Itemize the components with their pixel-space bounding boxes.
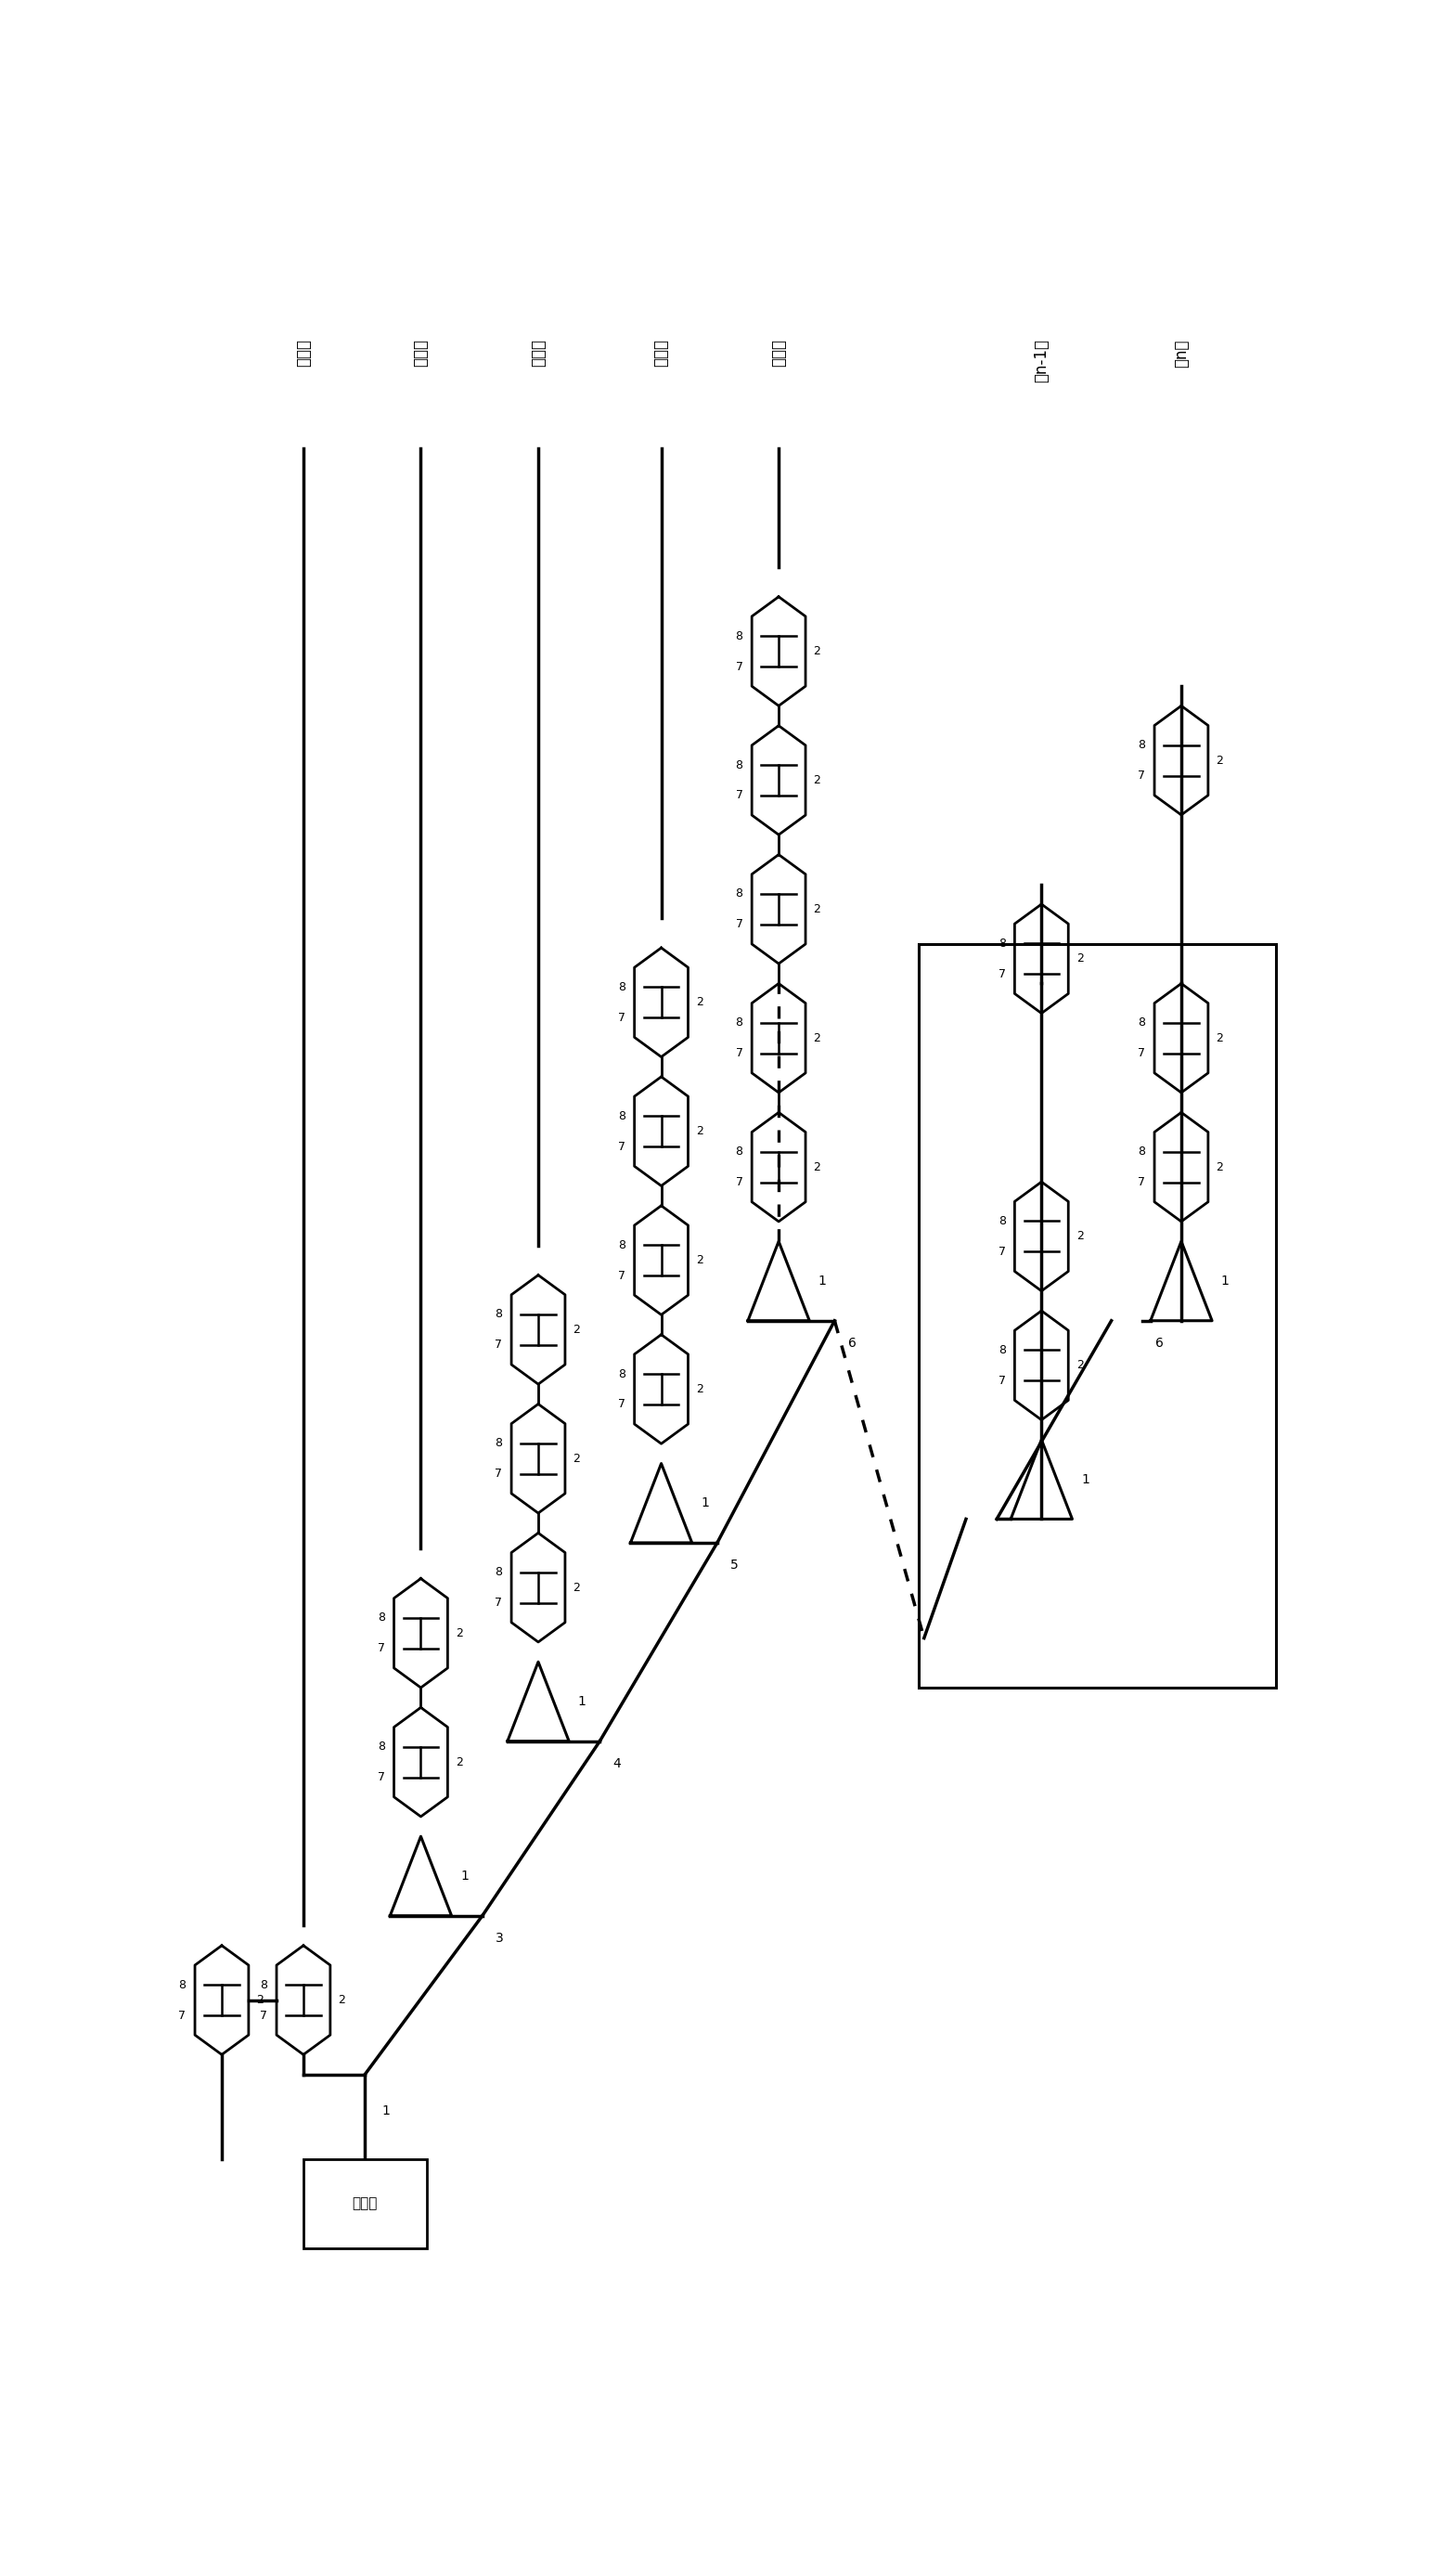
Text: 8: 8 <box>260 1978 267 1991</box>
Text: 7: 7 <box>999 1247 1006 1257</box>
Text: 7: 7 <box>999 1376 1006 1386</box>
Text: 8: 8 <box>495 1309 502 1321</box>
Text: 2: 2 <box>1216 1033 1224 1043</box>
Text: 第四位: 第四位 <box>652 340 670 366</box>
Text: 8: 8 <box>378 1613 385 1623</box>
Text: 第二位: 第二位 <box>413 340 429 366</box>
Text: 8: 8 <box>736 631 743 641</box>
Text: 7: 7 <box>736 1177 743 1188</box>
Text: 8: 8 <box>378 1741 385 1752</box>
Text: 1: 1 <box>1221 1275 1229 1288</box>
Text: 8: 8 <box>999 1345 1006 1355</box>
Text: 2: 2 <box>696 997 703 1007</box>
Text: 8: 8 <box>618 981 625 994</box>
Text: 2: 2 <box>1076 1360 1084 1370</box>
Text: 2: 2 <box>573 1324 580 1337</box>
Text: 7: 7 <box>495 1597 502 1610</box>
Text: 1: 1 <box>1081 1473 1089 1486</box>
Text: 8: 8 <box>736 889 743 899</box>
Text: 2: 2 <box>814 775 821 786</box>
Text: 第三位: 第三位 <box>530 340 547 366</box>
Text: 8: 8 <box>618 1239 625 1252</box>
Text: 2: 2 <box>338 1994 345 2007</box>
Text: 7: 7 <box>1139 1177 1146 1188</box>
Text: 2: 2 <box>814 904 821 914</box>
Text: 2: 2 <box>1216 755 1224 768</box>
Text: 2: 2 <box>696 1255 703 1267</box>
Text: 7: 7 <box>618 1270 625 1280</box>
Text: 7: 7 <box>618 1012 625 1023</box>
Text: 2: 2 <box>1076 1231 1084 1242</box>
Text: 8: 8 <box>618 1368 625 1381</box>
Text: 第五位: 第五位 <box>771 340 786 366</box>
Text: 8: 8 <box>495 1437 502 1450</box>
Text: 5: 5 <box>730 1558 739 1571</box>
Text: 2: 2 <box>456 1757 463 1767</box>
Text: 7: 7 <box>618 1141 625 1151</box>
Text: 7: 7 <box>495 1468 502 1479</box>
Text: 4: 4 <box>613 1757 622 1770</box>
Text: 7: 7 <box>260 2009 267 2022</box>
Text: 7: 7 <box>378 1772 385 1783</box>
Text: 2: 2 <box>814 644 821 657</box>
Text: 2: 2 <box>1216 1162 1224 1172</box>
Text: 2: 2 <box>257 1994 264 2007</box>
Text: 8: 8 <box>618 1110 625 1123</box>
Text: 2: 2 <box>573 1582 580 1595</box>
Text: 3: 3 <box>496 1932 504 1945</box>
Text: 2: 2 <box>814 1162 821 1172</box>
Text: 第n-1位: 第n-1位 <box>1033 340 1051 381</box>
Text: 8: 8 <box>179 1978 186 1991</box>
Text: 7: 7 <box>999 969 1006 979</box>
Text: 7: 7 <box>736 788 743 801</box>
Text: 8: 8 <box>999 938 1006 951</box>
Text: 8: 8 <box>495 1566 502 1579</box>
Text: 1: 1 <box>381 2105 390 2117</box>
Text: 第一位: 第一位 <box>294 340 312 366</box>
Text: 8: 8 <box>736 1146 743 1157</box>
Text: 6: 6 <box>1156 1337 1165 1350</box>
Text: 激光器: 激光器 <box>352 2197 378 2210</box>
Text: 1: 1 <box>579 1695 586 1708</box>
Text: 1: 1 <box>701 1497 709 1510</box>
Bar <box>919 943 1277 1687</box>
Text: 7: 7 <box>1139 1048 1146 1059</box>
Text: 8: 8 <box>736 1018 743 1028</box>
Text: 2: 2 <box>456 1628 463 1638</box>
Text: 2: 2 <box>696 1383 703 1396</box>
Text: 8: 8 <box>999 1216 1006 1226</box>
Text: 7: 7 <box>495 1340 502 1350</box>
Text: 8: 8 <box>1139 1146 1146 1157</box>
Text: 7: 7 <box>1139 770 1146 781</box>
Text: 7: 7 <box>736 920 743 930</box>
Text: 2: 2 <box>814 1033 821 1043</box>
Text: 8: 8 <box>736 760 743 770</box>
Text: 2: 2 <box>1076 953 1084 966</box>
Text: 8: 8 <box>1139 739 1146 752</box>
Text: 7: 7 <box>618 1399 625 1412</box>
Text: 6: 6 <box>848 1337 856 1350</box>
Text: 2: 2 <box>696 1126 703 1139</box>
Text: 7: 7 <box>378 1643 385 1654</box>
Text: 1: 1 <box>818 1275 827 1288</box>
Text: 7: 7 <box>736 659 743 672</box>
Text: 7: 7 <box>179 2009 186 2022</box>
Bar <box>303 2159 427 2249</box>
Text: 第n位: 第n位 <box>1173 340 1189 368</box>
Text: 7: 7 <box>736 1048 743 1059</box>
Text: 1: 1 <box>460 1870 469 1883</box>
Text: 8: 8 <box>1139 1018 1146 1028</box>
Text: 2: 2 <box>573 1453 580 1466</box>
